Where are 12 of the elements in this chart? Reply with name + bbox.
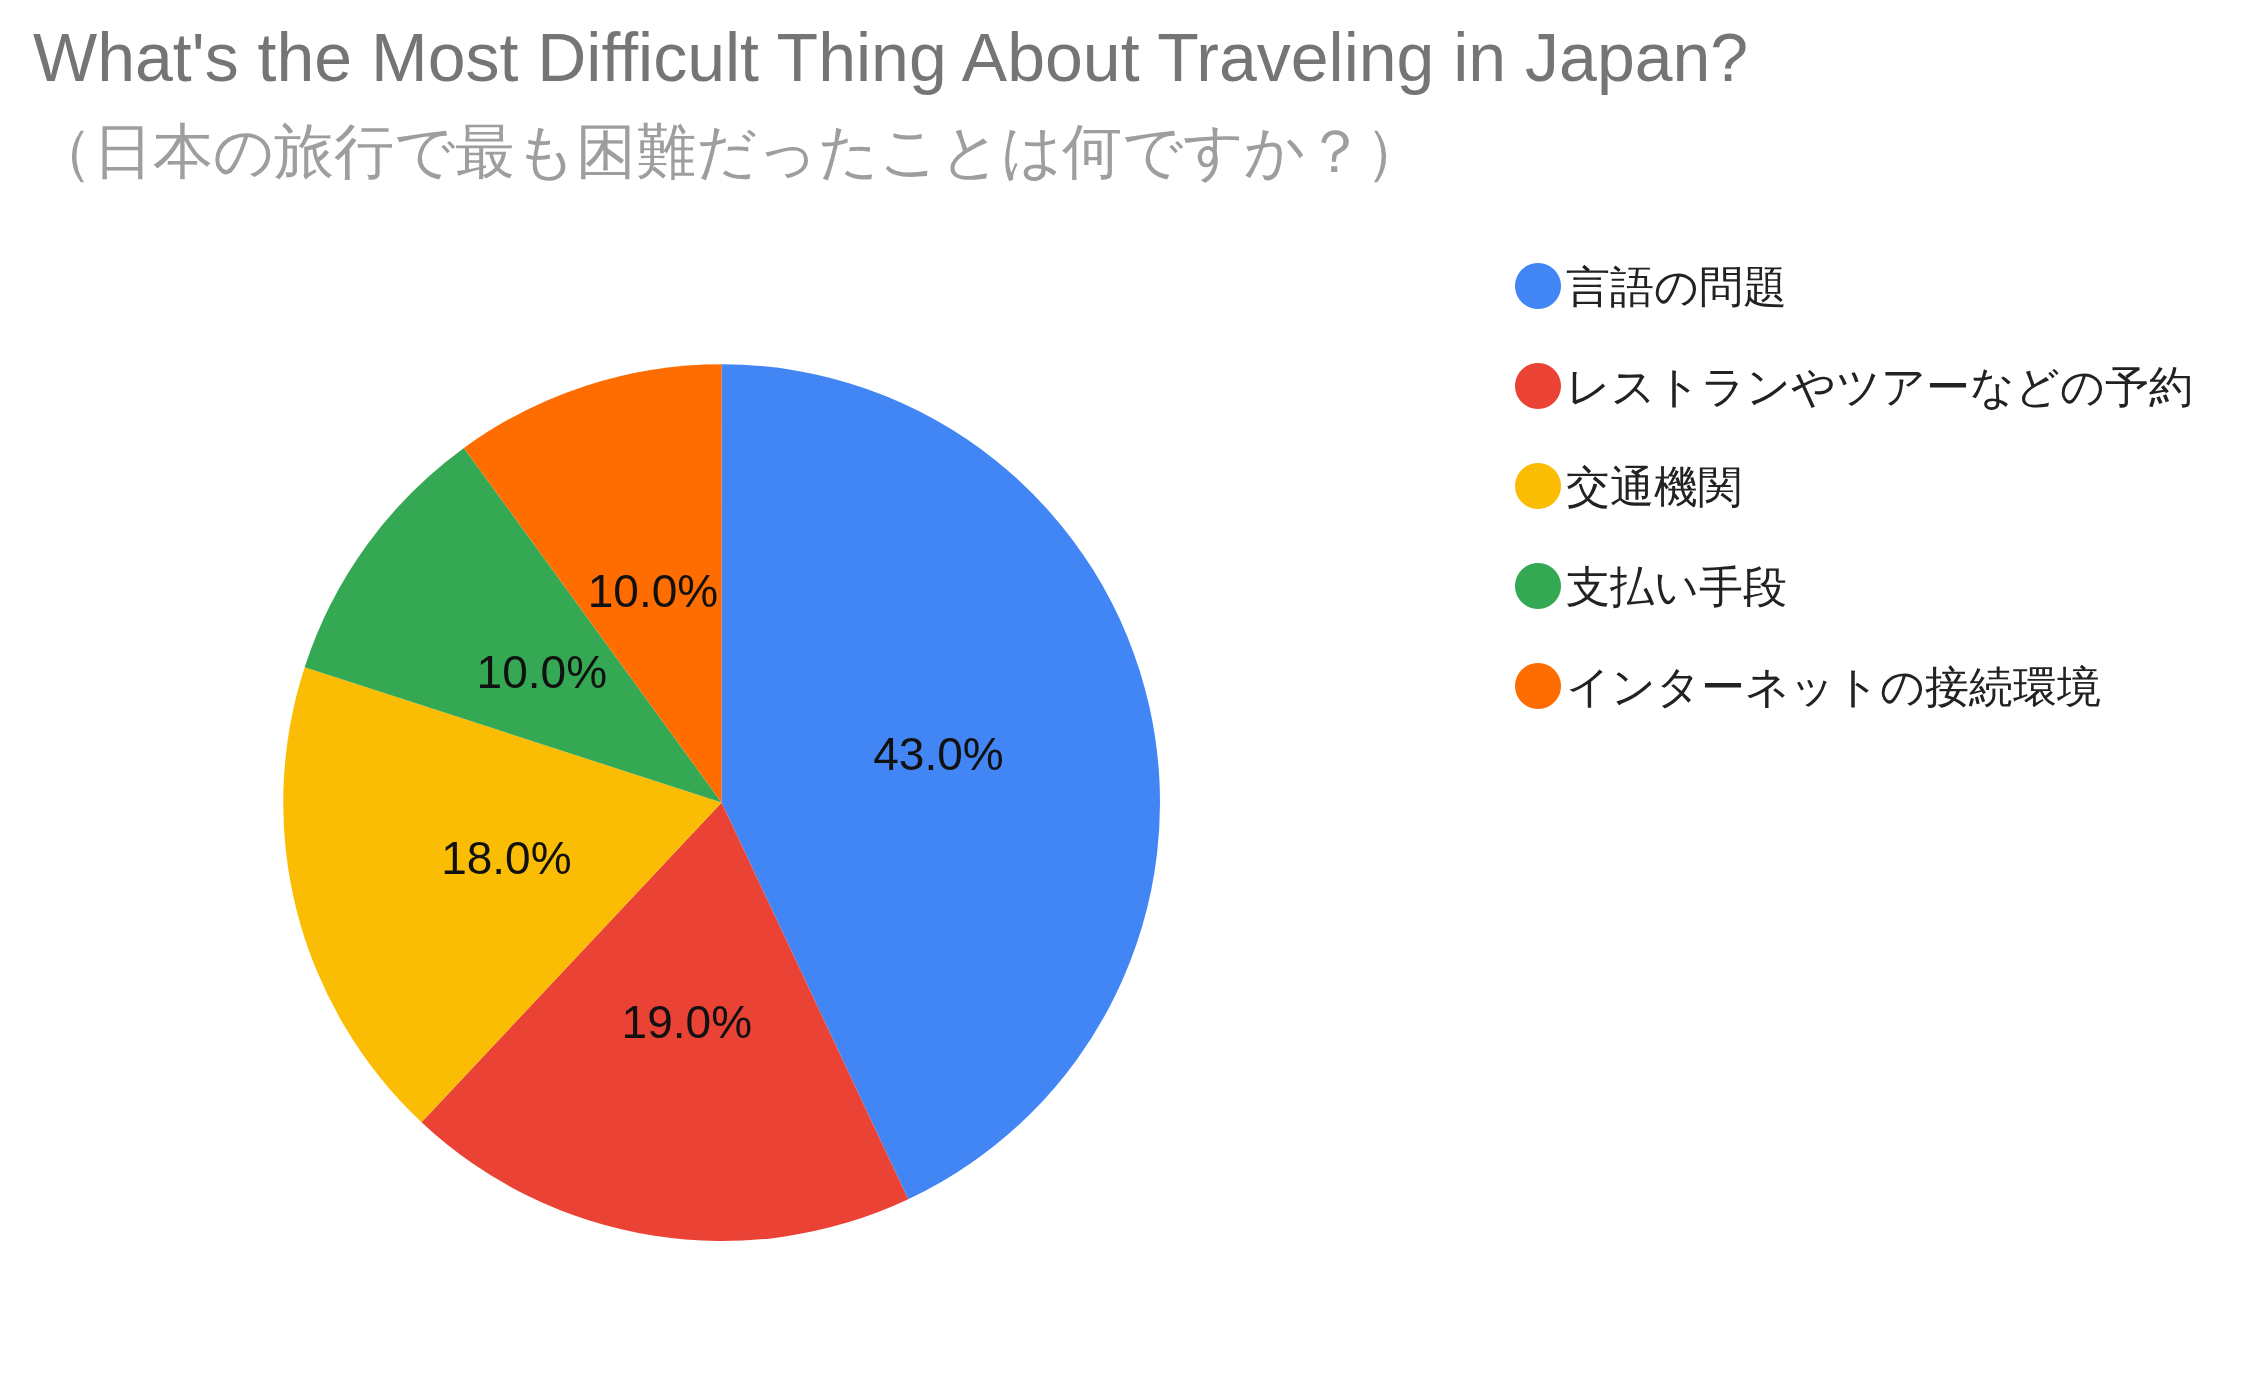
legend-label: 交通機関 — [1566, 460, 1742, 512]
legend-label: レストランやツアーなどの予約 — [1566, 360, 2193, 412]
data-label: 19.0% — [621, 996, 753, 1049]
chart-title: What's the Most Difficult Thing About Traveling in Japan? — [33, 19, 1749, 95]
legend-label: 支払い手段 — [1566, 560, 1787, 612]
legend-label: 言語の問題 — [1566, 260, 1787, 312]
data-label: 18.0% — [441, 831, 572, 884]
legend-label: インターネットの接続環境 — [1566, 660, 2101, 712]
chart-subtitle: （日本の旅行で最も困難だったことは何ですか？） — [33, 116, 1425, 186]
data-label: 43.0% — [873, 728, 1004, 781]
data-label: 10.0% — [587, 565, 719, 618]
data-label: 10.0% — [476, 645, 608, 698]
